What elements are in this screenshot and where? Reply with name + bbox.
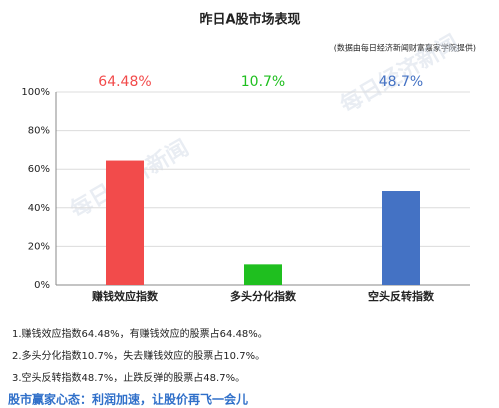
chart-title: 昨日A股市场表现 <box>199 12 300 28</box>
chart-subtitle: (数据由每日经济新闻财富嘉家学院提供) <box>334 43 476 53</box>
footer: 股市赢家心态：利润加速，让股价再飞一会儿 <box>8 392 248 407</box>
y-tick-label: 60% <box>28 164 50 175</box>
bar <box>382 191 420 285</box>
y-tick-label: 20% <box>28 241 50 252</box>
x-tick-label: 赚钱效应指数 <box>91 289 159 303</box>
y-tick-label: 80% <box>28 126 50 137</box>
note: 1.赚钱效应指数64.48%，有赚钱效应的股票占64.48%。 <box>12 327 268 340</box>
x-tick-label: 多头分化指数 <box>230 289 297 303</box>
value-label: 10.7% <box>241 74 285 90</box>
bar <box>106 160 144 285</box>
value-label: 64.48% <box>98 74 151 90</box>
value-label: 48.7% <box>379 74 423 90</box>
bar <box>244 264 282 285</box>
y-tick-label: 100% <box>21 87 50 98</box>
note: 3.空头反转指数48.7%，止跌反弹的股票占48.7%。 <box>12 371 245 384</box>
y-tick-label: 40% <box>28 203 50 214</box>
note: 2.多头分化指数10.7%，失去赚钱效应的股票占10.7%。 <box>12 349 265 362</box>
x-tick-label: 空头反转指数 <box>368 289 435 303</box>
y-tick-label: 0% <box>34 280 50 291</box>
